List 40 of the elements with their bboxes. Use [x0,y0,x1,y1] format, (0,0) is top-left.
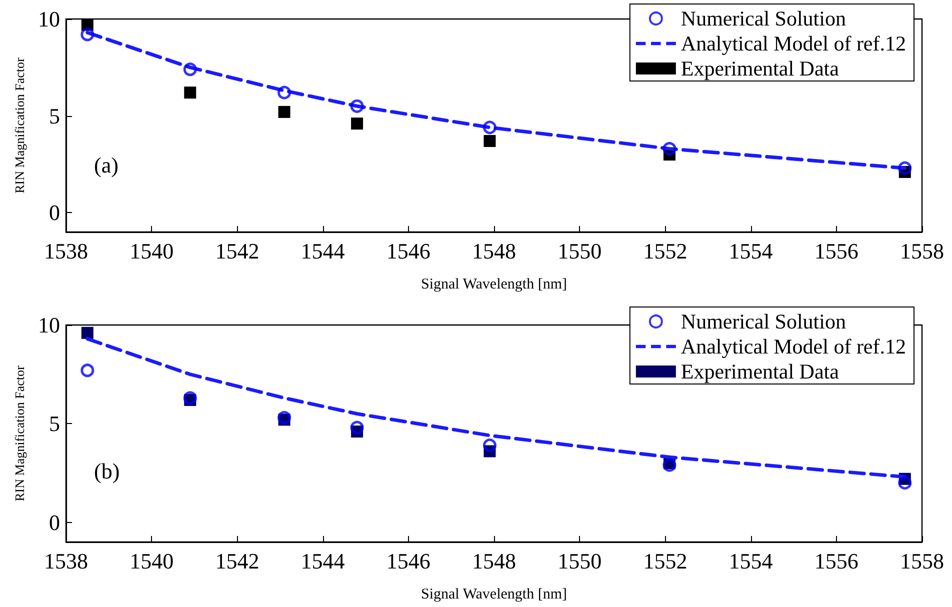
legend-label: Analytical Model of ref.12 [680,334,906,358]
x-tick-label: 1554 [728,548,773,574]
x-tick-label: 1556 [814,548,858,574]
annotation: (b) [94,458,120,484]
x-tick-label: 1558 [900,548,944,574]
x-tick-label: 1540 [130,238,174,264]
x-tick-label: 1550 [558,548,602,574]
x-tick-label: 1538 [44,238,88,264]
legend-label: Experimental Data [680,56,840,80]
x-tick-label: 1538 [44,548,88,574]
x-tick-label: 1542 [215,548,260,574]
x-tick-label: 1542 [215,238,260,264]
y-axis-title: RIN Magnification Factor [12,364,27,502]
x-tick-label: 1548 [472,548,516,574]
x-axis-title: Signal Wavelength [nm] [421,276,567,292]
legend-label: Analytical Model of ref.12 [680,32,906,56]
y-tick-label: 0 [49,200,60,226]
x-tick-label: 1546 [386,548,430,574]
x-tick-label: 1552 [643,238,688,264]
x-tick-label: 1544 [300,548,345,574]
x-tick-label: 1554 [728,238,773,264]
legend-label: Experimental Data [680,360,840,384]
x-tick-label: 1548 [472,238,516,264]
x-tick-label: 1544 [300,238,345,264]
y-tick-label: 5 [49,411,60,436]
annotation: (a) [94,152,118,178]
legend-label: Numerical Solution [680,6,846,30]
x-tick-label: 1550 [558,238,602,264]
y-axis-title: RIN Magnification Factor [12,56,27,194]
y-tick-label: 10 [38,312,60,338]
x-tick-label: 1546 [386,238,430,264]
legend-label: Numerical Solution [680,310,846,334]
y-tick-label: 5 [49,103,60,128]
y-tick-label: 0 [49,510,60,535]
x-tick-label: 1552 [643,548,688,574]
x-tick-label: 1558 [900,238,944,264]
x-axis-title: Signal Wavelength [nm] [421,586,567,602]
x-tick-label: 1540 [130,548,174,574]
y-tick-label: 10 [38,6,60,32]
x-tick-label: 1556 [814,238,858,264]
